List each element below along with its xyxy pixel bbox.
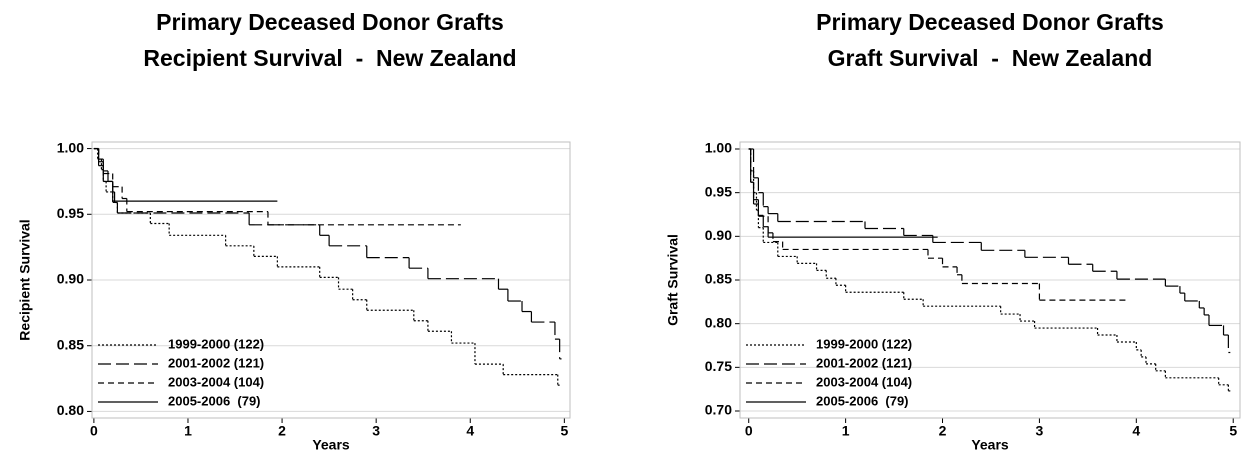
x-tick-label: 4 [1132, 423, 1140, 439]
x-tick-label: 5 [1229, 423, 1237, 439]
x-tick-label: 2 [278, 423, 286, 439]
legend-label: 2005-2006 (79) [168, 393, 261, 408]
y-tick-label: 0.80 [705, 314, 732, 330]
legend-label: 2001-2002 (121) [168, 355, 264, 370]
y-tick-label: 0.95 [705, 183, 732, 199]
chart-title: Graft Survival - New Zealand [828, 45, 1153, 71]
x-tick-label: 2 [939, 423, 947, 439]
x-tick-label: 0 [745, 423, 753, 439]
y-tick-label: 0.75 [705, 358, 732, 374]
y-tick-label: 0.90 [705, 227, 732, 243]
y-tick-label: 1.00 [705, 140, 732, 156]
y-tick-label: 0.80 [57, 402, 84, 418]
legend-label: 2001-2002 (121) [816, 355, 912, 370]
y-tick-label: 0.70 [705, 402, 732, 418]
chart-title: Recipient Survival - New Zealand [143, 45, 516, 71]
legend-label: 2003-2004 (104) [168, 374, 264, 389]
x-tick-label: 3 [372, 423, 380, 439]
legend-label: 2003-2004 (104) [816, 374, 912, 389]
y-tick-label: 0.85 [57, 336, 84, 352]
x-axis-label: Years [312, 437, 350, 450]
y-tick-label: 0.95 [57, 205, 84, 221]
x-tick-label: 5 [560, 423, 568, 439]
legend-label: 1999-2000 (122) [816, 336, 912, 351]
x-axis-label: Years [971, 437, 1009, 450]
chart-title: Primary Deceased Donor Grafts [816, 9, 1164, 35]
plot-frame [739, 141, 1241, 419]
x-tick-label: 1 [184, 423, 192, 439]
y-tick-label: 1.00 [57, 139, 84, 155]
legend-label: 1999-2000 (122) [168, 336, 264, 351]
plot-frame [91, 141, 571, 419]
x-tick-label: 4 [466, 423, 474, 439]
legend-label: 2005-2006 (79) [816, 393, 909, 408]
chart-title: Primary Deceased Donor Grafts [156, 9, 504, 35]
y-axis-label: Graft Survival [665, 234, 681, 326]
x-tick-label: 0 [90, 423, 98, 439]
x-tick-label: 3 [1036, 423, 1044, 439]
x-tick-label: 1 [842, 423, 850, 439]
y-axis-label: Recipient Survival [17, 219, 33, 340]
y-tick-label: 0.90 [57, 271, 84, 287]
y-tick-label: 0.85 [705, 271, 732, 287]
